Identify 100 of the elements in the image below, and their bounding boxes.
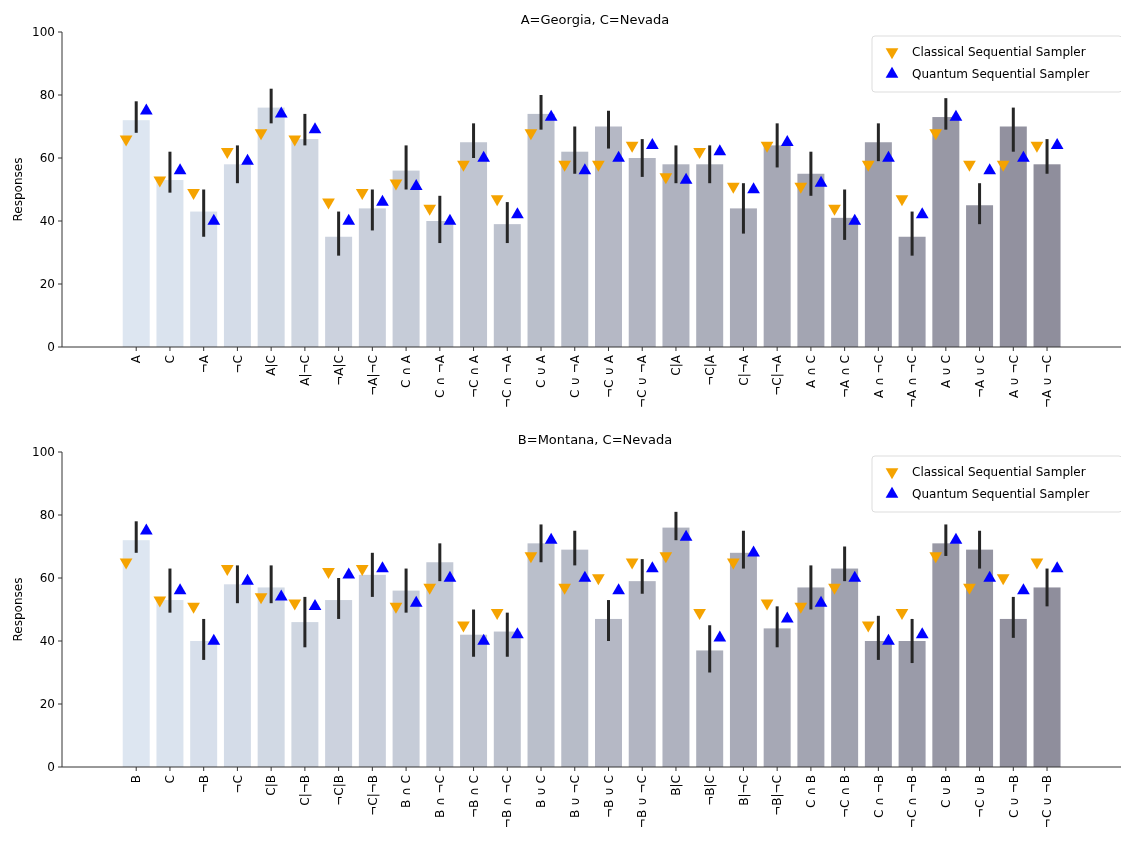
x-tick-label: A|C <box>264 355 279 376</box>
bar <box>493 631 521 767</box>
bar <box>966 549 994 767</box>
bar <box>898 236 926 347</box>
y-tick-label: 40 <box>39 634 55 649</box>
y-axis-title: Responses <box>11 157 25 222</box>
y-tick-label: 60 <box>39 151 55 166</box>
x-tick-label: A ∩ ¬C <box>871 355 886 399</box>
x-tick-label: C ∩ ¬A <box>433 354 448 399</box>
x-tick-label: C ∩ ¬B <box>871 775 886 819</box>
x-tick-label: B ∪ ¬C <box>567 775 582 819</box>
x-tick-label: ¬C ∩ ¬B <box>905 775 920 829</box>
y-tick-label: 80 <box>39 88 55 103</box>
bar <box>662 527 690 767</box>
y-tick-label: 0 <box>47 760 55 775</box>
x-tick-label: ¬C ∪ A <box>601 354 616 399</box>
x-tick-label: B ∩ C <box>399 775 414 809</box>
x-tick-label: A <box>129 354 144 364</box>
x-tick-label: ¬C ∪ B <box>972 775 987 819</box>
x-tick-label: ¬B ∩ ¬C <box>500 775 515 829</box>
x-tick-label: C ∪ ¬B <box>1006 775 1021 819</box>
chart-title: A=Georgia, C=Nevada <box>520 12 670 27</box>
x-tick-label: ¬A|¬C <box>365 355 380 396</box>
bar <box>223 164 251 347</box>
x-tick-label: ¬A ∪ C <box>972 355 987 399</box>
legend-label: Quantum Sequential Sampler <box>912 67 1090 82</box>
bar <box>729 208 757 347</box>
legend-label: Classical Sequential Sampler <box>912 465 1086 480</box>
x-tick-label: C|¬A <box>736 354 751 386</box>
bar <box>999 618 1027 767</box>
bar <box>527 113 555 347</box>
legend-label: Classical Sequential Sampler <box>912 45 1086 60</box>
bar <box>561 151 589 347</box>
bar <box>561 549 589 767</box>
x-tick-label: A|¬C <box>298 355 313 386</box>
bar <box>628 581 656 767</box>
x-tick-label: C ∪ B <box>939 775 954 809</box>
x-tick-label: B <box>129 775 144 784</box>
x-tick-label: ¬A <box>196 354 211 374</box>
x-tick-label: ¬C ∪ ¬A <box>635 354 650 409</box>
x-tick-label: B ∩ ¬C <box>433 775 448 819</box>
bar <box>190 211 218 347</box>
x-tick-label: C|¬B <box>298 775 313 806</box>
y-axis-title: Responses <box>11 577 25 642</box>
bar <box>797 173 825 347</box>
bar <box>358 208 386 347</box>
bar <box>325 600 353 767</box>
bar <box>999 126 1027 347</box>
x-tick-label: ¬C|¬B <box>365 775 380 816</box>
x-tick-label: ¬C|A <box>702 354 717 386</box>
bar <box>797 587 825 767</box>
bar <box>763 628 791 767</box>
bar <box>122 120 150 347</box>
x-tick-label: ¬B ∪ ¬C <box>635 775 650 829</box>
x-tick-label: ¬C|¬A <box>770 354 785 396</box>
x-tick-label: C|A <box>669 354 684 376</box>
bar <box>864 142 892 347</box>
x-tick-label: C ∪ A <box>534 354 549 388</box>
y-tick-label: 20 <box>39 697 55 712</box>
bar <box>932 117 960 347</box>
x-tick-label: ¬B|C <box>702 775 717 806</box>
x-tick-label: A ∪ C <box>939 355 954 388</box>
x-tick-label: ¬B ∪ C <box>601 775 616 819</box>
bar <box>831 568 859 767</box>
x-tick-label: B ∪ C <box>534 775 549 809</box>
x-tick-label: ¬B|¬C <box>770 775 785 816</box>
x-tick-label: B|C <box>669 775 684 796</box>
x-tick-label: ¬A ∪ ¬C <box>1040 355 1055 409</box>
bar <box>864 641 892 767</box>
x-tick-label: ¬C <box>230 775 245 794</box>
bar <box>190 641 218 767</box>
bar <box>932 543 960 767</box>
bar <box>257 107 285 347</box>
y-tick-label: 100 <box>32 445 55 460</box>
bar <box>696 164 724 347</box>
x-tick-label: ¬C <box>230 355 245 374</box>
y-tick-label: 80 <box>39 508 55 523</box>
bar <box>156 180 184 347</box>
legend-label: Quantum Sequential Sampler <box>912 487 1090 502</box>
y-tick-label: 0 <box>47 340 55 355</box>
x-tick-label: C ∩ B <box>804 775 819 809</box>
x-tick-label: C ∩ A <box>399 354 414 388</box>
y-tick-label: 20 <box>39 277 55 292</box>
bar <box>460 142 488 347</box>
bar <box>392 170 420 347</box>
bar <box>595 618 622 767</box>
x-tick-label: C|B <box>264 775 279 796</box>
bar <box>662 164 690 347</box>
bar <box>325 236 353 347</box>
bar <box>493 224 521 347</box>
bar <box>1033 587 1061 767</box>
x-tick-label: C <box>163 355 178 364</box>
bar <box>392 590 420 767</box>
chart-title: B=Montana, C=Nevada <box>517 432 673 447</box>
x-tick-label: C ∪ ¬A <box>567 354 582 399</box>
bar <box>358 574 386 767</box>
bar <box>426 562 454 767</box>
bar <box>122 540 150 767</box>
bar <box>696 650 724 767</box>
bar <box>763 145 791 347</box>
